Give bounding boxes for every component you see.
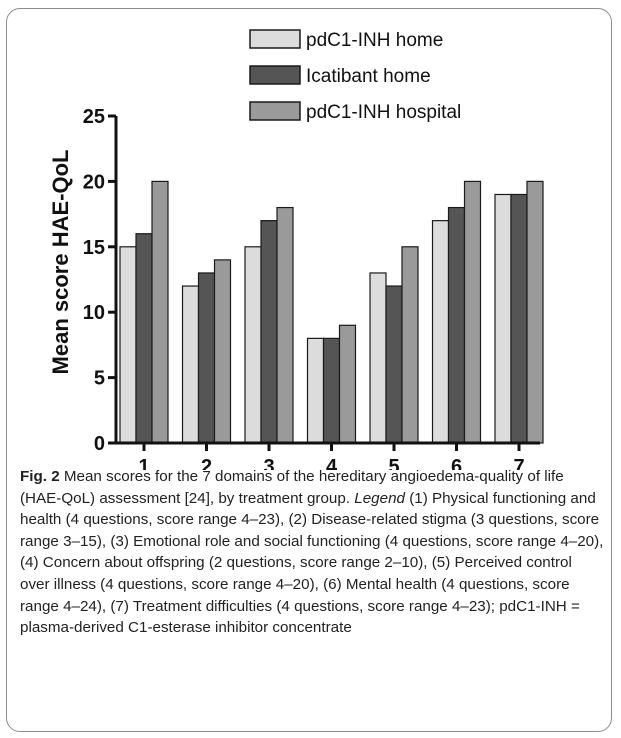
bar-7-series-3: [526, 180, 544, 444]
bar-1-series-2: [135, 233, 153, 444]
legend-swatch-3: [249, 101, 301, 121]
x-tick-label-5: 5: [388, 456, 399, 470]
y-tick-label-25: 25: [83, 106, 105, 128]
y-tick-label-0: 0: [94, 433, 105, 455]
bar-7-series-1: [494, 193, 512, 444]
bar-5-series-3: [401, 246, 419, 444]
bar-5-series-2: [385, 285, 403, 444]
y-tick-label-15: 15: [83, 237, 105, 259]
figure-frame: [6, 8, 612, 732]
bar-3-series-2: [260, 220, 278, 444]
y-tick-label-10: 10: [83, 302, 105, 324]
bar-1-series-1: [119, 246, 137, 444]
bar-3-series-1: [244, 246, 262, 444]
bar-7-series-2: [510, 193, 528, 444]
bar-5-series-1: [369, 272, 387, 444]
x-tick-label-2: 2: [201, 456, 212, 470]
bar-4-series-2: [322, 337, 341, 444]
bar-4-series-3: [338, 324, 357, 444]
legend-label-3: pdC1-INH hospital: [306, 102, 461, 123]
bar-6-series-3: [463, 180, 482, 444]
legend-label-1: pdC1-INH home: [306, 30, 443, 51]
bar-6-series-2: [447, 206, 466, 444]
x-tick-label-6: 6: [451, 456, 462, 470]
bar-2-series-3: [213, 259, 232, 444]
bar-4-series-1: [306, 337, 325, 444]
bar-1-series-3: [151, 180, 169, 444]
x-tick-label-3: 3: [263, 456, 274, 470]
x-tick-label-1: 1: [138, 456, 149, 470]
bar-chart: 0 5 10 15 20 25 1 2 3 4 5 6 7 Mean score HAE-QoL pdC1-…: [48, 29, 544, 470]
bar-3-series-3: [276, 206, 294, 444]
bar-6-series-1: [431, 220, 450, 444]
legend-label-2: Icatibant home: [306, 66, 431, 87]
legend-swatch-1: [249, 29, 301, 49]
y-tick-label-20: 20: [83, 171, 105, 193]
bar-2-series-2: [197, 272, 216, 444]
y-tick-label-5: 5: [94, 368, 105, 390]
caption-text-2: (1) Physical functioning and health (4 q…: [20, 489, 604, 637]
figure-caption: Fig. 2 Mean scores for the 7 domains of …: [20, 466, 605, 639]
legend-swatch-2: [249, 65, 301, 85]
x-tick-label-7: 7: [513, 456, 524, 470]
bar-2-series-1: [181, 285, 200, 444]
caption-label: Fig. 2: [20, 468, 60, 485]
x-tick-label-4: 4: [326, 456, 338, 470]
caption-legend-word: Legend: [354, 489, 405, 507]
caption-text-1: Mean scores for the 7 domains of the her…: [20, 468, 564, 507]
y-axis-label: Mean score HAE-QoL: [48, 150, 73, 375]
